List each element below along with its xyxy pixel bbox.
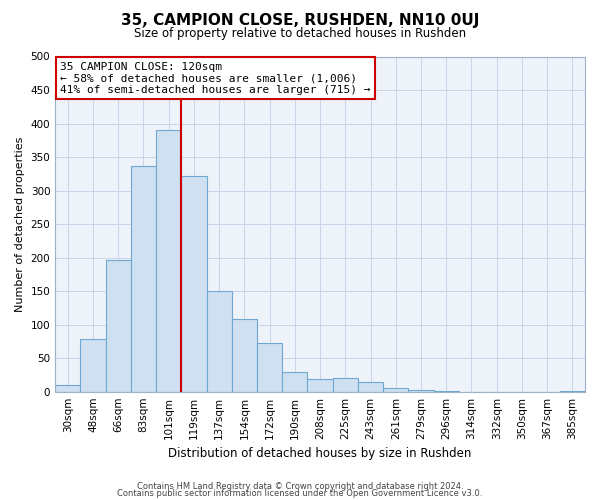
Bar (181, 176, 206, 392)
Bar (383, 388, 409, 392)
Text: 35, CAMPION CLOSE, RUSHDEN, NN10 0UJ: 35, CAMPION CLOSE, RUSHDEN, NN10 0UJ (121, 12, 479, 28)
Bar (409, 390, 434, 392)
Bar (332, 378, 358, 392)
Text: 35 CAMPION CLOSE: 120sqm
← 58% of detached houses are smaller (1,006)
41% of sem: 35 CAMPION CLOSE: 120sqm ← 58% of detach… (61, 62, 371, 94)
Text: Size of property relative to detached houses in Rushden: Size of property relative to detached ho… (134, 28, 466, 40)
Y-axis label: Number of detached properties: Number of detached properties (15, 136, 25, 312)
X-axis label: Distribution of detached houses by size in Rushden: Distribution of detached houses by size … (169, 447, 472, 460)
Bar (282, 372, 307, 392)
Bar (106, 260, 131, 392)
Bar (232, 320, 257, 392)
Text: Contains HM Land Registry data © Crown copyright and database right 2024.: Contains HM Land Registry data © Crown c… (137, 482, 463, 491)
Bar (358, 382, 383, 392)
Bar (55, 385, 80, 392)
Bar (206, 291, 232, 392)
Bar (434, 391, 459, 392)
Bar (307, 379, 332, 392)
Bar (131, 166, 156, 392)
Bar (257, 342, 282, 392)
Bar (80, 340, 106, 392)
Bar (560, 391, 585, 392)
Bar (156, 130, 181, 392)
Text: Contains public sector information licensed under the Open Government Licence v3: Contains public sector information licen… (118, 489, 482, 498)
